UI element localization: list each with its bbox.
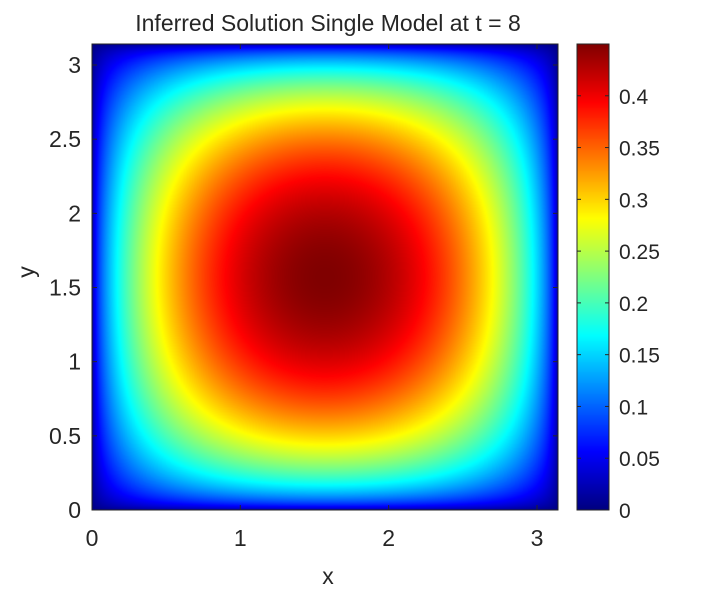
colorbar-tick-label: 0.15 xyxy=(619,345,660,368)
y-tick-label: 1 xyxy=(68,349,81,375)
axes-frame xyxy=(91,43,610,511)
x-tick-label: 0 xyxy=(86,525,99,551)
colorbar-tick-label: 0.1 xyxy=(619,396,648,419)
colorbar-ticks: 0 0.05 0.1 0.15 0.2 0.25 0.3 0.35 0.4 xyxy=(577,86,660,523)
x-tick-label: 1 xyxy=(234,525,247,551)
colorbar-tick-label: 0 xyxy=(619,500,631,523)
x-tick-label: 2 xyxy=(382,525,395,551)
y-tick-label: 2.5 xyxy=(49,126,81,152)
chart-title: Inferred Solution Single Model at t = 8 xyxy=(135,10,521,36)
y-tick-label: 3 xyxy=(68,52,81,78)
y-tick-label: 1.5 xyxy=(49,275,81,301)
colorbar-tick-label: 0.2 xyxy=(619,293,648,316)
y-axis-label: y xyxy=(13,266,39,278)
x-axis-label: x xyxy=(322,563,334,589)
colorbar-tick-label: 0.35 xyxy=(619,138,660,161)
colorbar-tick-label: 0.25 xyxy=(619,241,660,264)
heatmap-plot xyxy=(92,44,558,510)
colorbar-border xyxy=(576,43,610,511)
plot-border xyxy=(91,43,559,511)
y-axis-ticks: 0 0.5 1 1.5 2 2.5 3 xyxy=(49,52,558,523)
x-axis-ticks: 0 1 2 3 xyxy=(86,44,544,551)
y-tick-label: 2 xyxy=(68,200,81,226)
y-tick-label: 0.5 xyxy=(49,423,81,449)
x-tick-label: 3 xyxy=(531,525,544,551)
colorbar-tick-label: 0.4 xyxy=(619,86,649,109)
colorbar xyxy=(577,44,609,510)
colorbar-tick-label: 0.3 xyxy=(619,189,648,212)
colorbar-tick-label: 0.05 xyxy=(619,448,660,471)
y-tick-label: 0 xyxy=(68,497,81,523)
